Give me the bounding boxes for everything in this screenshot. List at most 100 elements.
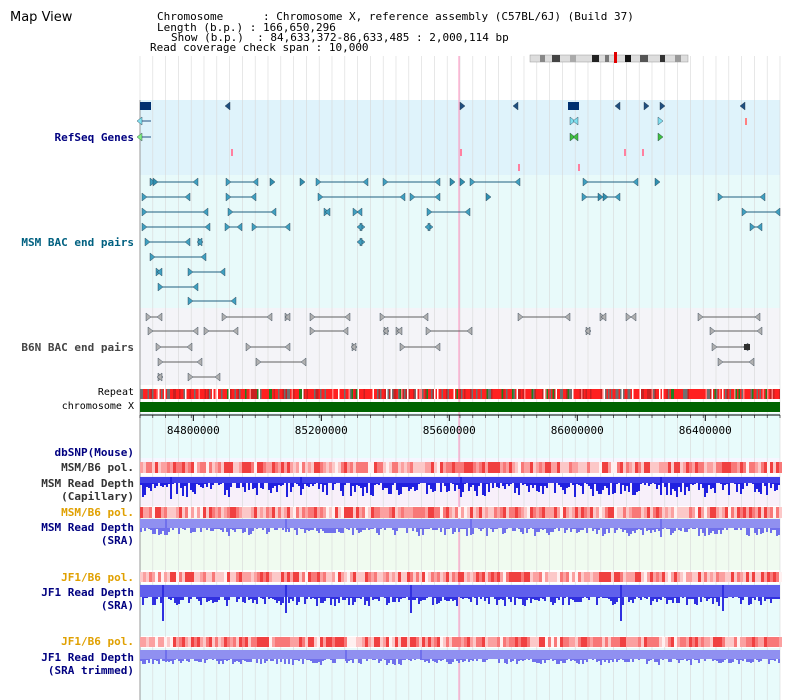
pol-cell bbox=[557, 637, 560, 647]
gene-arrow bbox=[136, 132, 143, 142]
pol-cell bbox=[266, 462, 269, 473]
pol-cell bbox=[542, 462, 545, 473]
depth-bar bbox=[736, 483, 738, 492]
pol-cell bbox=[482, 462, 485, 473]
pol-cell bbox=[467, 637, 470, 647]
depth-bar bbox=[498, 659, 500, 663]
pol-cell bbox=[281, 507, 284, 518]
depth-bar bbox=[486, 528, 488, 536]
depth-bar bbox=[422, 528, 424, 535]
pol-cell bbox=[665, 637, 668, 647]
depth-bar bbox=[448, 483, 450, 491]
pol-cell bbox=[731, 637, 734, 647]
depth-bar bbox=[214, 528, 216, 529]
track-label-msm-b6-pol-2[interactable]: MSM/B6 pol. bbox=[61, 506, 134, 519]
pol-cell bbox=[512, 507, 515, 518]
depth-bar bbox=[400, 659, 402, 665]
depth-bar bbox=[658, 528, 660, 531]
depth-bar bbox=[310, 528, 312, 530]
depth-bar bbox=[206, 659, 208, 660]
depth-bar bbox=[182, 483, 184, 496]
chromosome-ideogram[interactable] bbox=[529, 52, 689, 63]
refseq-features[interactable] bbox=[136, 101, 747, 171]
repeat-element bbox=[461, 389, 463, 399]
pol-cell bbox=[569, 462, 572, 473]
track-label-jf1-b6-pol-2[interactable]: JF1/B6 pol. bbox=[61, 635, 134, 648]
pol-cell bbox=[164, 507, 167, 518]
pol-cell bbox=[338, 637, 341, 647]
depth-bar bbox=[228, 483, 230, 497]
pol-cell bbox=[734, 637, 737, 647]
repeat-element bbox=[192, 389, 194, 399]
pol-cell bbox=[164, 637, 167, 647]
repeat-element bbox=[725, 389, 727, 399]
pol-cell bbox=[653, 462, 656, 473]
track-label-jf1-depth-trimmed[interactable]: JF1 Read Depth (SRA trimmed) bbox=[41, 651, 134, 677]
repeat-element bbox=[341, 389, 343, 399]
depth-bar bbox=[334, 528, 336, 533]
track-label-refseq[interactable]: RefSeq Genes bbox=[54, 131, 134, 144]
track-label-dbsnp[interactable]: dbSNP(Mouse) bbox=[54, 446, 134, 459]
depth-bar bbox=[356, 597, 358, 598]
bac-end bbox=[144, 237, 151, 247]
repeat-element bbox=[233, 389, 235, 399]
depth-bar bbox=[540, 528, 542, 529]
repeat-element bbox=[560, 389, 562, 399]
track-label-b6n-bac[interactable]: B6N BAC end pairs bbox=[21, 341, 134, 354]
depth-bar bbox=[214, 597, 216, 602]
depth-bar bbox=[356, 528, 358, 530]
depth-bar bbox=[536, 597, 538, 600]
pol-cell bbox=[404, 462, 407, 473]
msm-bac-features[interactable] bbox=[141, 177, 781, 306]
depth-bar bbox=[704, 597, 706, 598]
depth-bar bbox=[582, 659, 584, 664]
depth-bar bbox=[546, 483, 548, 488]
pol-cell bbox=[614, 637, 617, 647]
pol-cell bbox=[278, 572, 281, 582]
pol-cell bbox=[299, 637, 302, 647]
pol-cell bbox=[413, 637, 416, 647]
track-label-msm-depth-capillary[interactable]: MSM Read Depth (Capillary) bbox=[41, 477, 134, 503]
pol-cell bbox=[380, 637, 383, 647]
pol-cell bbox=[614, 572, 617, 582]
depth-bar bbox=[144, 528, 146, 531]
track-label-msm-depth-sra[interactable]: MSM Read Depth (SRA) bbox=[41, 521, 134, 547]
depth-bar bbox=[414, 483, 416, 491]
depth-spike bbox=[165, 519, 167, 534]
track-label-msm-bac[interactable]: MSM BAC end pairs bbox=[21, 236, 134, 249]
repeat-element bbox=[557, 389, 559, 399]
repeat-element bbox=[177, 389, 179, 399]
pol-cell bbox=[731, 462, 734, 473]
track-label-msm-b6-pol[interactable]: MSM/B6 pol. bbox=[61, 461, 134, 474]
pol-cell bbox=[332, 572, 335, 582]
depth-bar bbox=[178, 528, 180, 534]
depth-bar bbox=[174, 659, 176, 660]
coverage-info: Read coverage check span : 10,000 bbox=[150, 42, 369, 53]
repeat-element bbox=[222, 389, 224, 399]
bac-end bbox=[225, 177, 232, 187]
depth-bar bbox=[500, 597, 502, 599]
pol-cell bbox=[734, 572, 737, 582]
depth-bar bbox=[470, 483, 472, 487]
depth-bar bbox=[484, 659, 486, 662]
depth-bar bbox=[510, 659, 512, 662]
pol-cell bbox=[626, 637, 629, 647]
pol-cell bbox=[557, 462, 560, 473]
b6n-bac-features[interactable] bbox=[145, 312, 763, 382]
track-label-jf1-b6-pol[interactable]: JF1/B6 pol. bbox=[61, 571, 134, 584]
repeat-element bbox=[516, 389, 518, 399]
gene-arrow bbox=[643, 101, 650, 111]
depth-bar bbox=[378, 659, 380, 663]
repeat-element bbox=[248, 389, 250, 399]
pol-cell bbox=[206, 572, 209, 582]
repeat-element bbox=[159, 389, 161, 399]
depth-bar bbox=[536, 528, 538, 532]
track-label-jf1-depth-sra[interactable]: JF1 Read Depth (SRA) bbox=[41, 586, 134, 612]
depth-bar bbox=[532, 483, 534, 488]
depth-bar bbox=[656, 483, 658, 489]
depth-bar bbox=[324, 483, 326, 485]
depth-bar bbox=[250, 528, 252, 534]
pol-cell bbox=[467, 572, 470, 582]
pol-cell bbox=[521, 572, 524, 582]
